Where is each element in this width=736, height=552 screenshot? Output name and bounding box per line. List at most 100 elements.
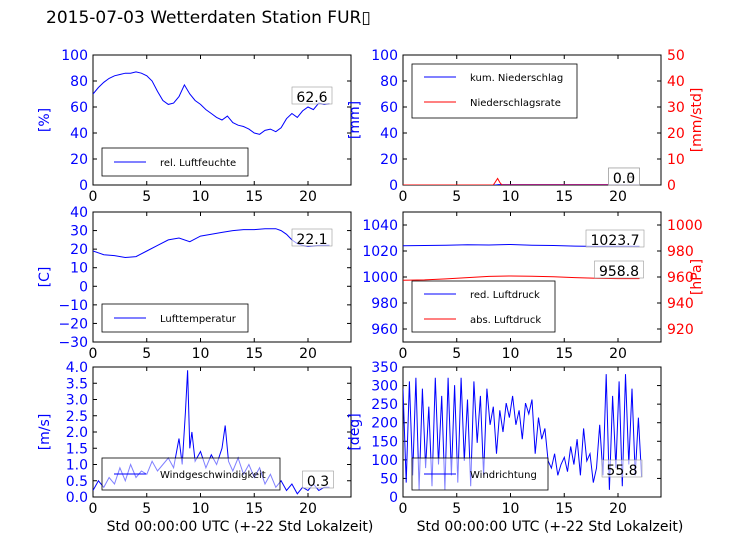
- series-line-1: [93, 71, 330, 135]
- x-tick-label: 5: [142, 189, 151, 205]
- x-tick-label: 20: [299, 346, 317, 362]
- y-tick-label: 50: [380, 471, 398, 487]
- y-tick-label: 3.5: [66, 376, 88, 392]
- y2-tick-label: 1000: [667, 218, 703, 234]
- x-tick-label: 10: [502, 501, 520, 517]
- y-tick-label: −10: [58, 298, 88, 314]
- legend-label: red. Luftdruck: [470, 290, 540, 301]
- y-axis-label: [C]: [37, 267, 53, 288]
- y-tick-label: 40: [380, 126, 398, 142]
- y-tick-label: 80: [70, 74, 88, 90]
- y2-tick-label: 30: [667, 100, 685, 116]
- y-tick-label: 20: [380, 152, 398, 168]
- x-tick-label: 10: [502, 189, 520, 205]
- plot-frame: [92, 54, 352, 186]
- y-tick-label: 100: [371, 453, 398, 469]
- x-axis-label: Std 00:00:00 UTC (+-22 Std Lokalzeit): [107, 519, 374, 535]
- x-tick-label: 15: [555, 501, 573, 517]
- y-tick-label: 40: [70, 126, 88, 142]
- annotation-box: [608, 167, 640, 186]
- x-tick-label: 0: [399, 189, 408, 205]
- chart-panel-4: 0 5 10 15 20 960 980 1000 1020 1040 920 940 960 980 10…: [362, 211, 705, 362]
- y-tick-label: 10: [70, 261, 88, 277]
- y-tick-label: 150: [371, 434, 398, 450]
- value-annotation: 22.1: [296, 232, 327, 248]
- x-tick-label: 20: [609, 346, 627, 362]
- value-annotation: 62.6: [296, 90, 327, 106]
- legend-label: abs. Luftdruck: [470, 315, 541, 326]
- x-tick-label: 10: [502, 346, 520, 362]
- y-tick-label: 0.0: [66, 490, 88, 506]
- y-tick-label: 30: [70, 224, 88, 240]
- y-tick-label: 1040: [362, 218, 398, 234]
- legend-label: Windgeschwindigkeit: [160, 470, 266, 481]
- x-tick-label: 20: [609, 189, 627, 205]
- x-tick-label: 15: [245, 501, 263, 517]
- x-tick-label: 5: [452, 189, 461, 205]
- y-tick-label: 60: [380, 100, 398, 116]
- plot-frame: [92, 211, 352, 343]
- y-tick-label: 250: [371, 397, 398, 413]
- y-tick-label: 40: [70, 205, 88, 221]
- annotation-box: [302, 470, 334, 489]
- x-tick-label: 10: [192, 346, 210, 362]
- annotation-box: [291, 86, 333, 105]
- y2-tick-label: 20: [667, 126, 685, 142]
- chart-panel-3: 0 5 10 15 20 −30 −20 −10 0 10 20 30 40 [C] Lufttempera…: [37, 205, 352, 362]
- legend: kum. Niederschlag Niederschlagsrate: [411, 63, 578, 119]
- figure-title: 2015-07-03 Wetterdaten Station FUR▯: [46, 8, 371, 28]
- chart-panel-5: 0 5 10 15 20 0.00.51.01.52.02.53.03.54.0 [m/s]…: [37, 360, 373, 535]
- y-axis-label: [%]: [37, 108, 53, 132]
- legend-label: kum. Niederschlag: [470, 73, 563, 84]
- y-tick-label: 0: [79, 178, 88, 194]
- legend-box: [411, 280, 556, 333]
- y2-tick-label: 940: [667, 296, 694, 312]
- x-tick-label: 20: [299, 189, 317, 205]
- y2-axis-label: [hPa]: [689, 259, 705, 295]
- y-tick-label: 1.0: [66, 458, 88, 474]
- y2-tick-label: 960: [667, 270, 694, 286]
- y-tick-label: 1000: [362, 270, 398, 286]
- value-annotation: 0.0: [613, 171, 635, 187]
- y-tick-label: 20: [70, 242, 88, 258]
- chart-panel-2: 0 5 10 15 20 0 20 40 60 80 100 0 10 20 30 40 50 [mm] [mm/s…: [347, 48, 705, 205]
- x-tick-label: 10: [192, 189, 210, 205]
- y-tick-label: −20: [58, 316, 88, 332]
- x-tick-label: 0: [399, 346, 408, 362]
- x-tick-label: 15: [245, 189, 263, 205]
- y-tick-label: 300: [371, 379, 398, 395]
- y-axis-label: [m/s]: [37, 414, 53, 451]
- y-tick-label: 2.5: [66, 409, 88, 425]
- y-tick-label: 3.0: [66, 393, 88, 409]
- annotation-box: [585, 229, 645, 248]
- x-tick-label: 20: [299, 501, 317, 517]
- legend-label: Niederschlagsrate: [470, 98, 561, 109]
- value-annotation: 958.8: [599, 264, 639, 280]
- value-annotation: 0.3: [307, 474, 329, 490]
- y2-tick-label: 920: [667, 322, 694, 338]
- y2-tick-label: 980: [667, 244, 694, 260]
- x-tick-label: 0: [89, 189, 98, 205]
- legend: rel. Luftfeuchte: [101, 147, 249, 177]
- x-tick-label: 0: [89, 346, 98, 362]
- y-tick-label: 100: [61, 48, 88, 64]
- y-tick-label: 0: [389, 178, 398, 194]
- x-axis-label: Std 00:00:00 UTC (+-22 Std Lokalzeit): [417, 519, 684, 535]
- x-tick-label: 15: [555, 189, 573, 205]
- x-tick-label: 0: [89, 501, 98, 517]
- y-tick-label: 350: [371, 360, 398, 376]
- x-tick-label: 0: [399, 501, 408, 517]
- series-line-2: [403, 275, 640, 281]
- annotation-box: [594, 260, 644, 279]
- y-axis-label: [mm]: [347, 101, 363, 139]
- y2-axis-label: [mm/std]: [689, 88, 705, 153]
- legend-label: Windrichtung: [470, 470, 537, 481]
- value-annotation: 55.8: [606, 463, 637, 479]
- y2-tick-label: 40: [667, 74, 685, 90]
- legend: Windrichtung: [411, 457, 549, 491]
- y-tick-label: 200: [371, 416, 398, 432]
- y-tick-label: 0.5: [66, 474, 88, 490]
- legend: red. Luftdruck abs. Luftdruck: [411, 280, 556, 333]
